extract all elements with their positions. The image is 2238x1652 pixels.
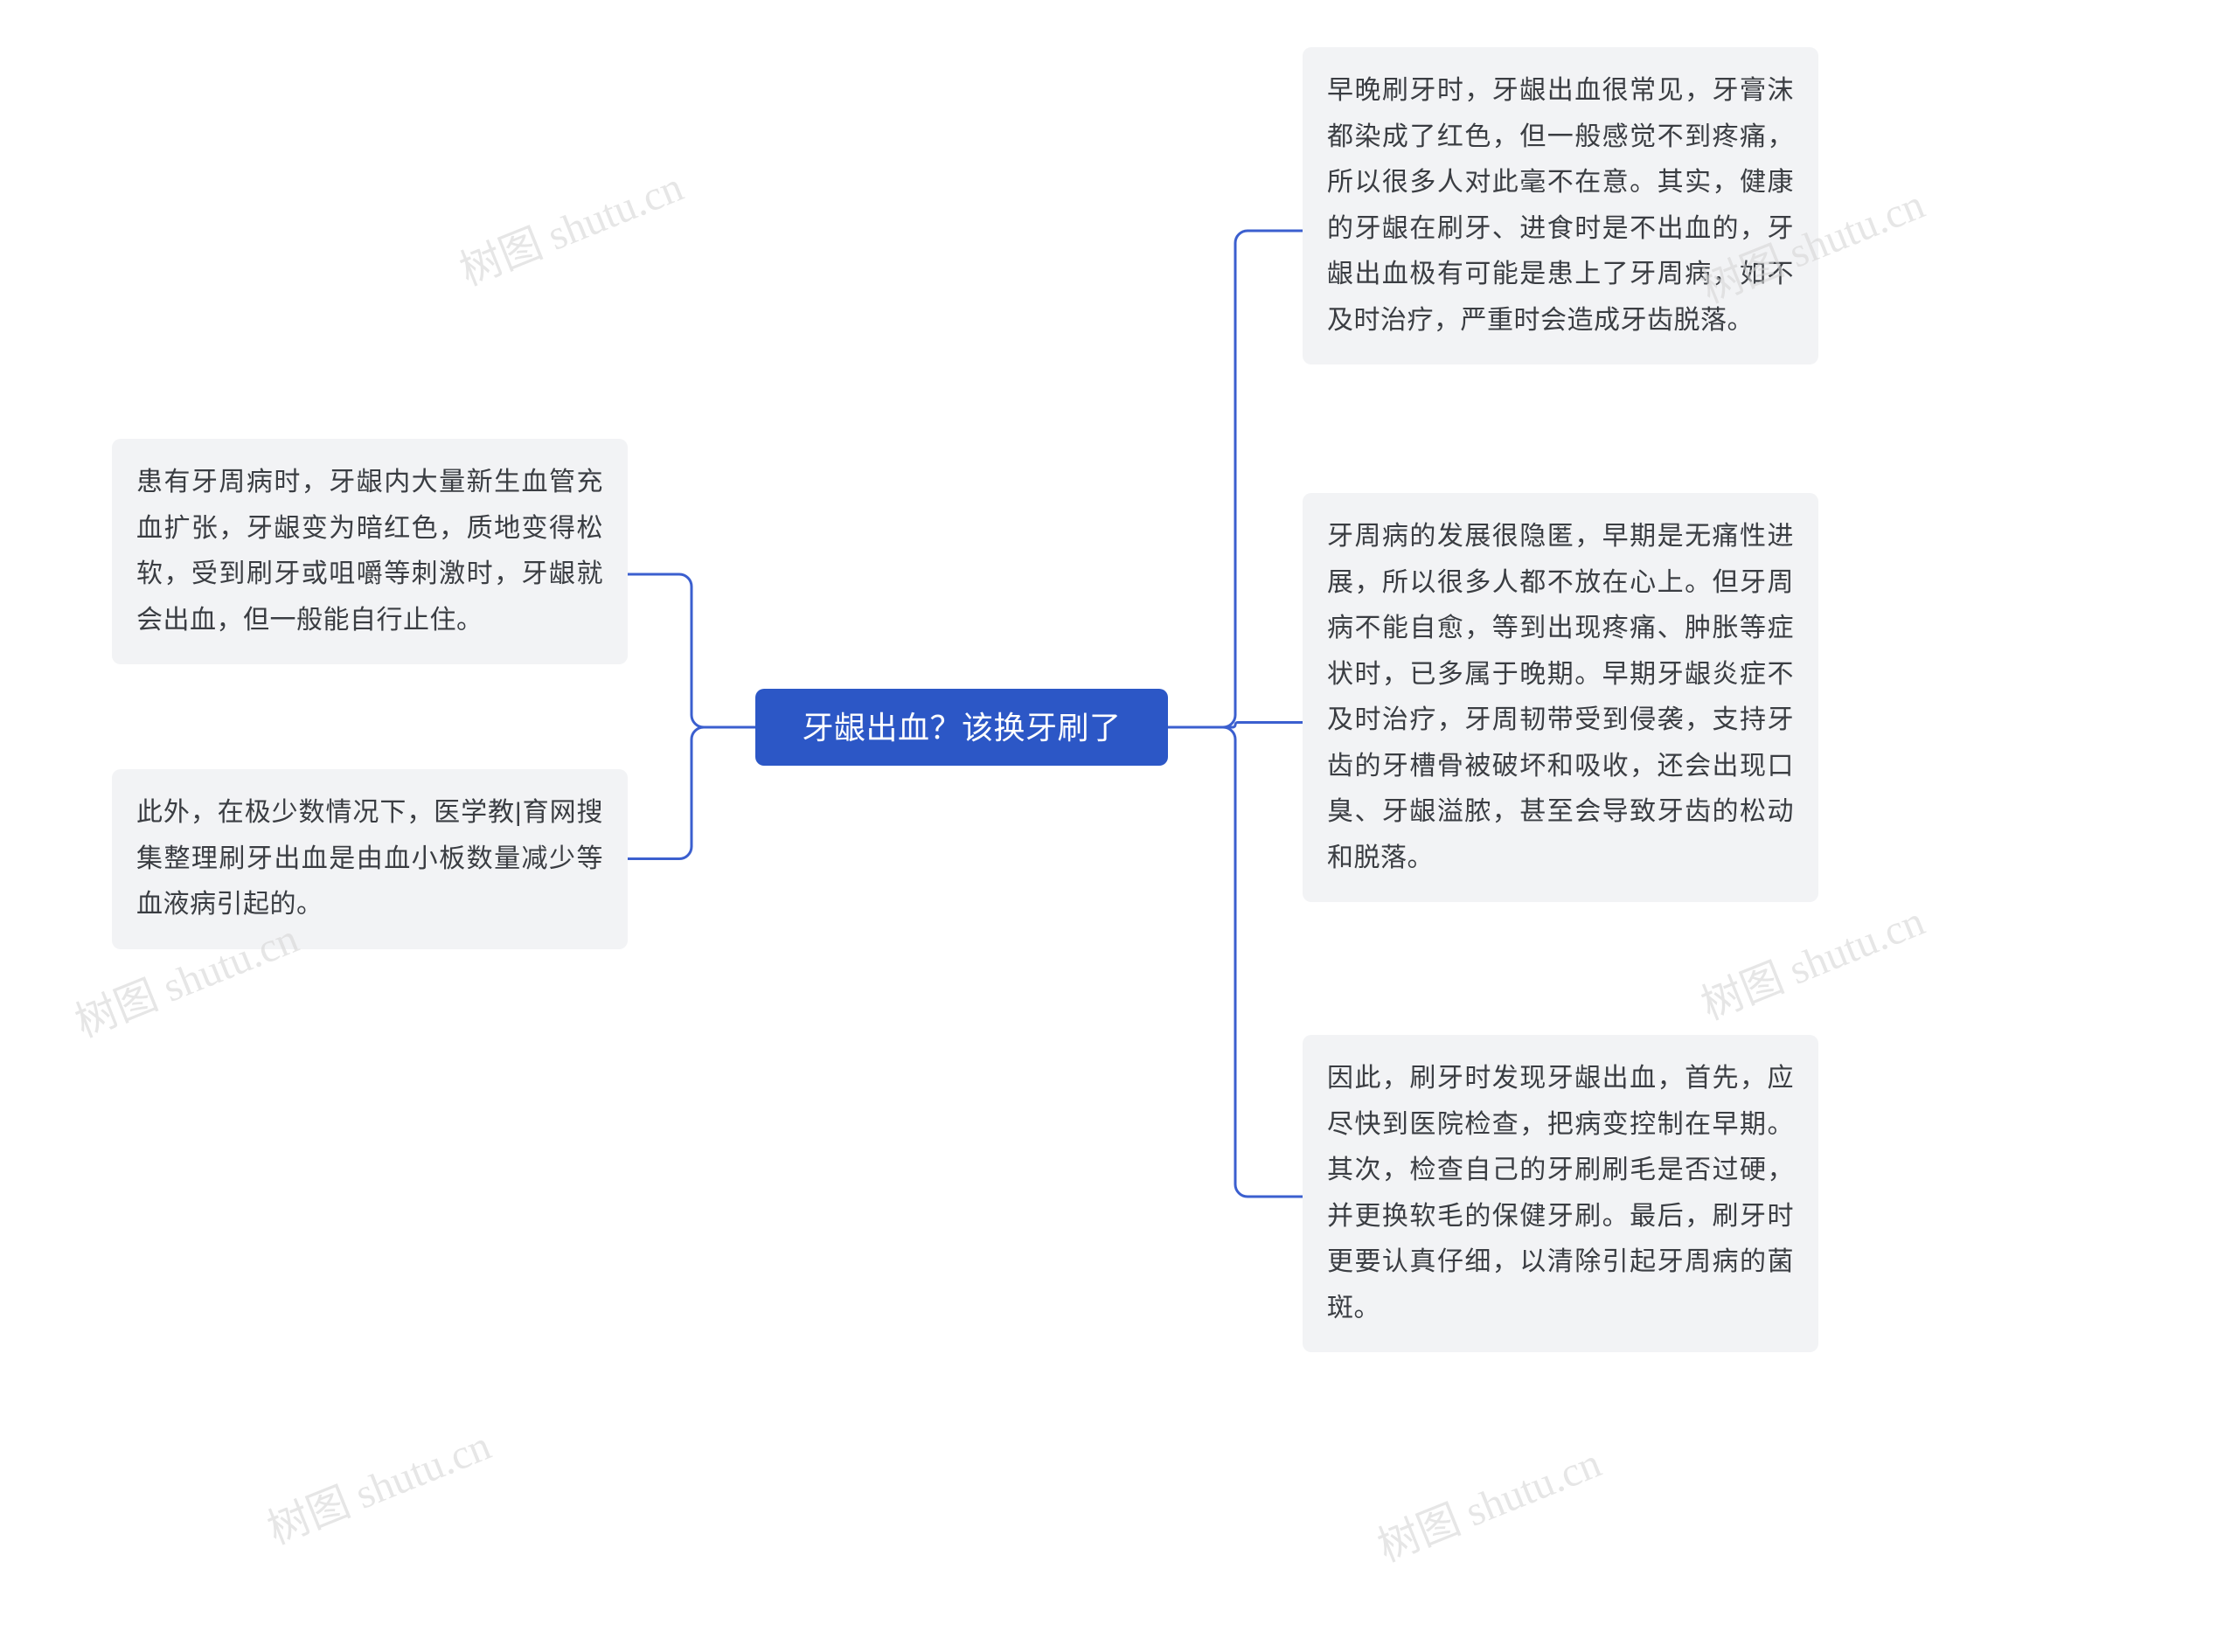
watermark-text: 树图 shutu.cn	[1691, 886, 1932, 1031]
mindmap-canvas: 牙龈出血？该换牙刷了 患有牙周病时，牙龈内大量新生血管充血扩张，牙龈变为暗红色，…	[0, 0, 2238, 1652]
watermark-text: 树图 shutu.cn	[257, 1411, 498, 1556]
watermark-text: 树图 shutu.cn	[449, 152, 691, 297]
leaf-node-left-2: 此外，在极少数情况下，医学教|育网搜集整理刷牙出血是由血小板数量减少等血液病引起…	[112, 769, 628, 949]
watermark-text: 树图 shutu.cn	[1367, 1428, 1609, 1573]
leaf-node-right-3: 因此，刷牙时发现牙龈出血，首先，应尽快到医院检查，把病变控制在早期。其次，检查自…	[1303, 1035, 1818, 1352]
leaf-node-left-1: 患有牙周病时，牙龈内大量新生血管充血扩张，牙龈变为暗红色，质地变得松软，受到刷牙…	[112, 439, 628, 664]
leaf-node-right-1: 早晚刷牙时，牙龈出血很常见，牙膏沫都染成了红色，但一般感觉不到疼痛，所以很多人对…	[1303, 47, 1818, 364]
center-node: 牙龈出血？该换牙刷了	[755, 689, 1168, 766]
leaf-node-right-2: 牙周病的发展很隐匿，早期是无痛性进展，所以很多人都不放在心上。但牙周病不能自愈，…	[1303, 493, 1818, 902]
